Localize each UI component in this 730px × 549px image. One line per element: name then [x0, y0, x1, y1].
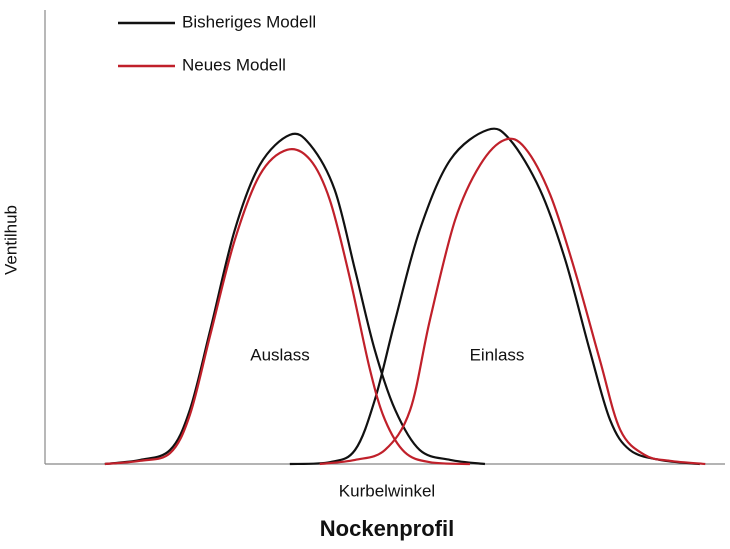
annotation: Einlass	[470, 345, 525, 364]
y-axis-label: Ventilhub	[1, 205, 20, 275]
series-line	[104, 127, 700, 466]
chart-title: Nockenprofil	[320, 516, 454, 541]
annotation: Auslass	[250, 345, 310, 364]
x-axis-label: Kurbelwinkel	[339, 481, 435, 500]
legend-label: Bisheriges Modell	[182, 12, 316, 31]
legend-label: Neues Modell	[182, 55, 286, 74]
series-line	[104, 137, 706, 466]
